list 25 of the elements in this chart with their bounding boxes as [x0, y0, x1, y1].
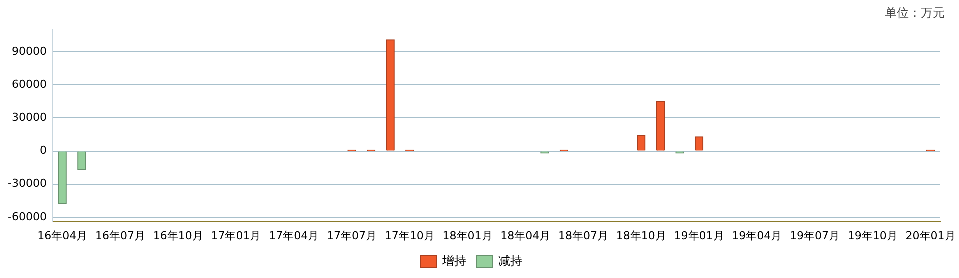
y-tick-label: -60000 — [8, 210, 47, 224]
x-tick-label: 18年07月 — [558, 229, 609, 242]
x-tick-label: 16年04月 — [38, 229, 88, 242]
x-tick-label: 18年01月 — [442, 229, 493, 242]
y-tick-label: 30000 — [12, 111, 47, 124]
y-tick-label: -30000 — [8, 177, 47, 190]
x-tick-label: 19年04月 — [732, 229, 782, 242]
x-tick-label: 19年01月 — [674, 229, 724, 242]
x-tick-label: 16年07月 — [95, 229, 146, 242]
x-tick-label: 16年10月 — [153, 229, 204, 242]
x-tick-label: 18年10月 — [616, 229, 666, 242]
y-tick-label: 60000 — [12, 78, 47, 91]
x-tick-label: 18年04月 — [500, 229, 551, 242]
x-tick-label: 17年04月 — [269, 229, 320, 242]
x-tick-label: 19年07月 — [790, 229, 840, 242]
x-tick-label: 17年10月 — [384, 229, 435, 242]
x-tick-label: 17年01月 — [211, 229, 262, 242]
x-tick-label: 19年10月 — [848, 229, 898, 242]
x-tick-label: 20年01月 — [906, 229, 956, 242]
text: 单位：万元 — [885, 5, 945, 22]
y-tick-label: 90000 — [12, 44, 47, 58]
y-tick-label: 0 — [40, 144, 47, 158]
x-tick-label: 17年07月 — [327, 229, 378, 242]
legend-label: 增持 — [442, 254, 466, 268]
legend-label: 减持 — [498, 254, 522, 268]
